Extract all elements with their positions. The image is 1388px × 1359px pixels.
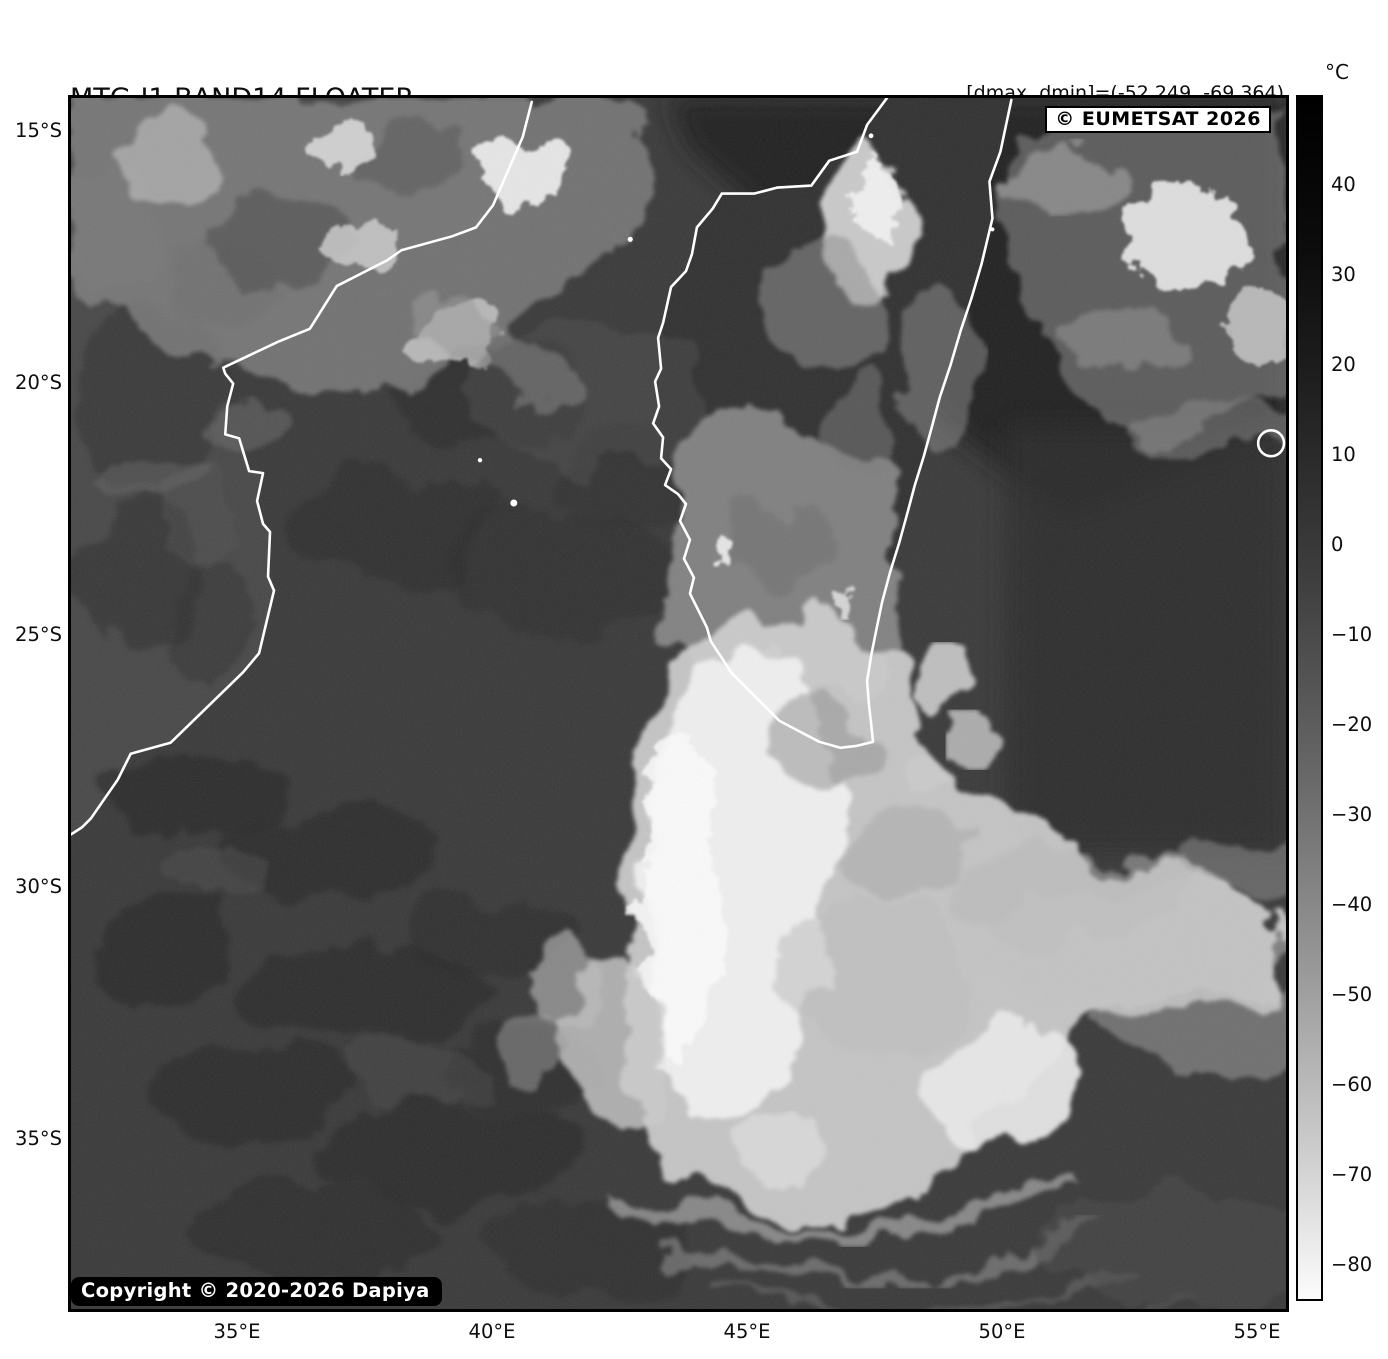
lon-tick-55e: 55°E (1233, 1320, 1281, 1343)
lon-tick-35e: 35°E (213, 1320, 261, 1343)
cbar-tick-m40: −40 (1331, 893, 1373, 916)
cbar-tick-m60: −60 (1331, 1073, 1373, 1096)
lat-tick-30s: 30°S (15, 875, 62, 898)
small-islands (477, 133, 995, 507)
lat-tick-20s: 20°S (15, 371, 62, 394)
nosy-be-dot (868, 133, 874, 139)
cbar-tick-m20: −20 (1331, 713, 1373, 736)
lat-tick-15s: 15°S (15, 119, 62, 142)
cbar-tick-m50: −50 (1331, 983, 1373, 1006)
dapiya-copyright-badge: Copyright © 2020-2026 Dapiya (71, 1277, 442, 1306)
cbar-tick-40: 40 (1331, 173, 1356, 196)
satellite-map: © EUMETSAT 2026 Copyright © 2020-2026 Da… (68, 95, 1289, 1312)
lon-tick-40e: 40°E (468, 1320, 516, 1343)
cbar-tick-m80: −80 (1331, 1253, 1373, 1276)
colorbar-unit-label: °C (1325, 60, 1349, 84)
coastline-overlay (71, 98, 1286, 836)
image-grain (71, 98, 1286, 1309)
lat-tick-25s: 25°S (15, 623, 62, 646)
africa-coastline (71, 100, 534, 836)
cbar-tick-m10: −10 (1331, 623, 1373, 646)
satellite-image (71, 98, 1286, 1309)
temperature-colorbar (1296, 95, 1323, 1301)
cbar-tick-10: 10 (1331, 443, 1356, 466)
eumetsat-copyright-badge: © EUMETSAT 2026 (1045, 106, 1271, 133)
cbar-tick-30: 30 (1331, 263, 1356, 286)
cbar-tick-0: 0 (1331, 533, 1344, 556)
cbar-tick-20: 20 (1331, 353, 1356, 376)
bassas-da-india-dot (477, 458, 483, 463)
sainte-marie-dot (990, 227, 995, 232)
lat-tick-35s: 35°S (15, 1127, 62, 1150)
madagascar-coastline (651, 98, 1013, 750)
lon-tick-45e: 45°E (723, 1320, 771, 1343)
reunion-island-outline (1256, 429, 1286, 458)
europa-island-dot (510, 499, 518, 507)
cbar-tick-m30: −30 (1331, 803, 1373, 826)
cbar-tick-m70: −70 (1331, 1163, 1373, 1186)
juan-de-nova-dot (627, 236, 633, 242)
lon-tick-50e: 50°E (978, 1320, 1026, 1343)
